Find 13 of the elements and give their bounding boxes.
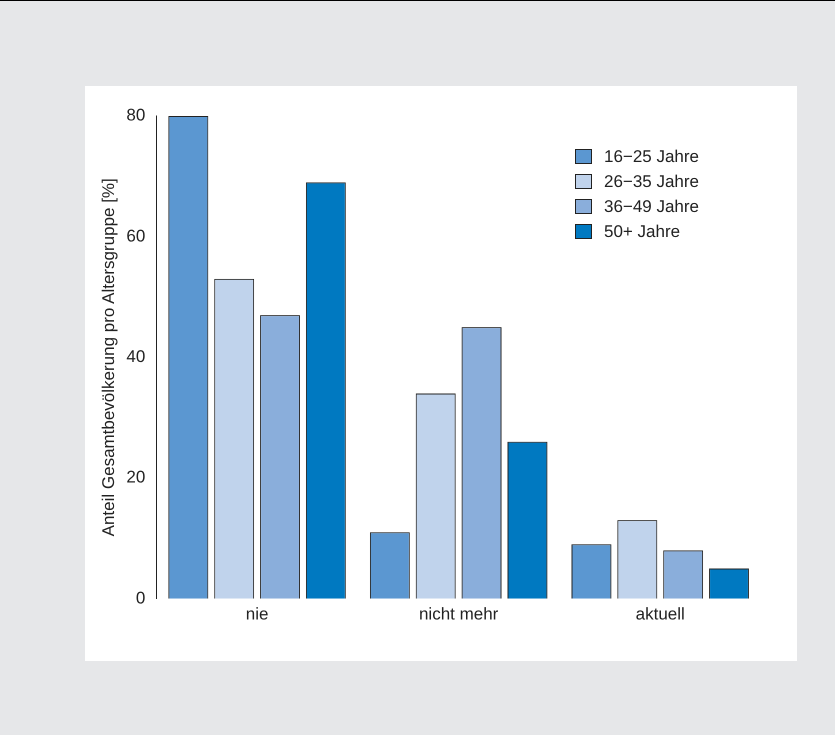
legend-label: 26−35 Jahre	[604, 172, 699, 192]
legend-label: 16−25 Jahre	[604, 146, 699, 166]
x-tick-label: nicht mehr	[418, 604, 499, 624]
legend-label: 50+ Jahre	[604, 222, 680, 242]
legend-label: 36−49 Jahre	[604, 196, 699, 216]
y-tick-label: 20	[126, 468, 146, 487]
y-tick-label: 60	[126, 226, 146, 246]
x-tick-label: aktuell	[636, 604, 685, 624]
y-tick-label: 0	[136, 588, 146, 608]
y-axis-title: Anteil Gesamtbevölkerung pro Altersgruppe [%]	[98, 178, 118, 536]
y-tick-label: 40	[126, 346, 146, 366]
y-tick-label: 80	[126, 106, 146, 125]
x-tick-label: nie	[246, 604, 268, 624]
